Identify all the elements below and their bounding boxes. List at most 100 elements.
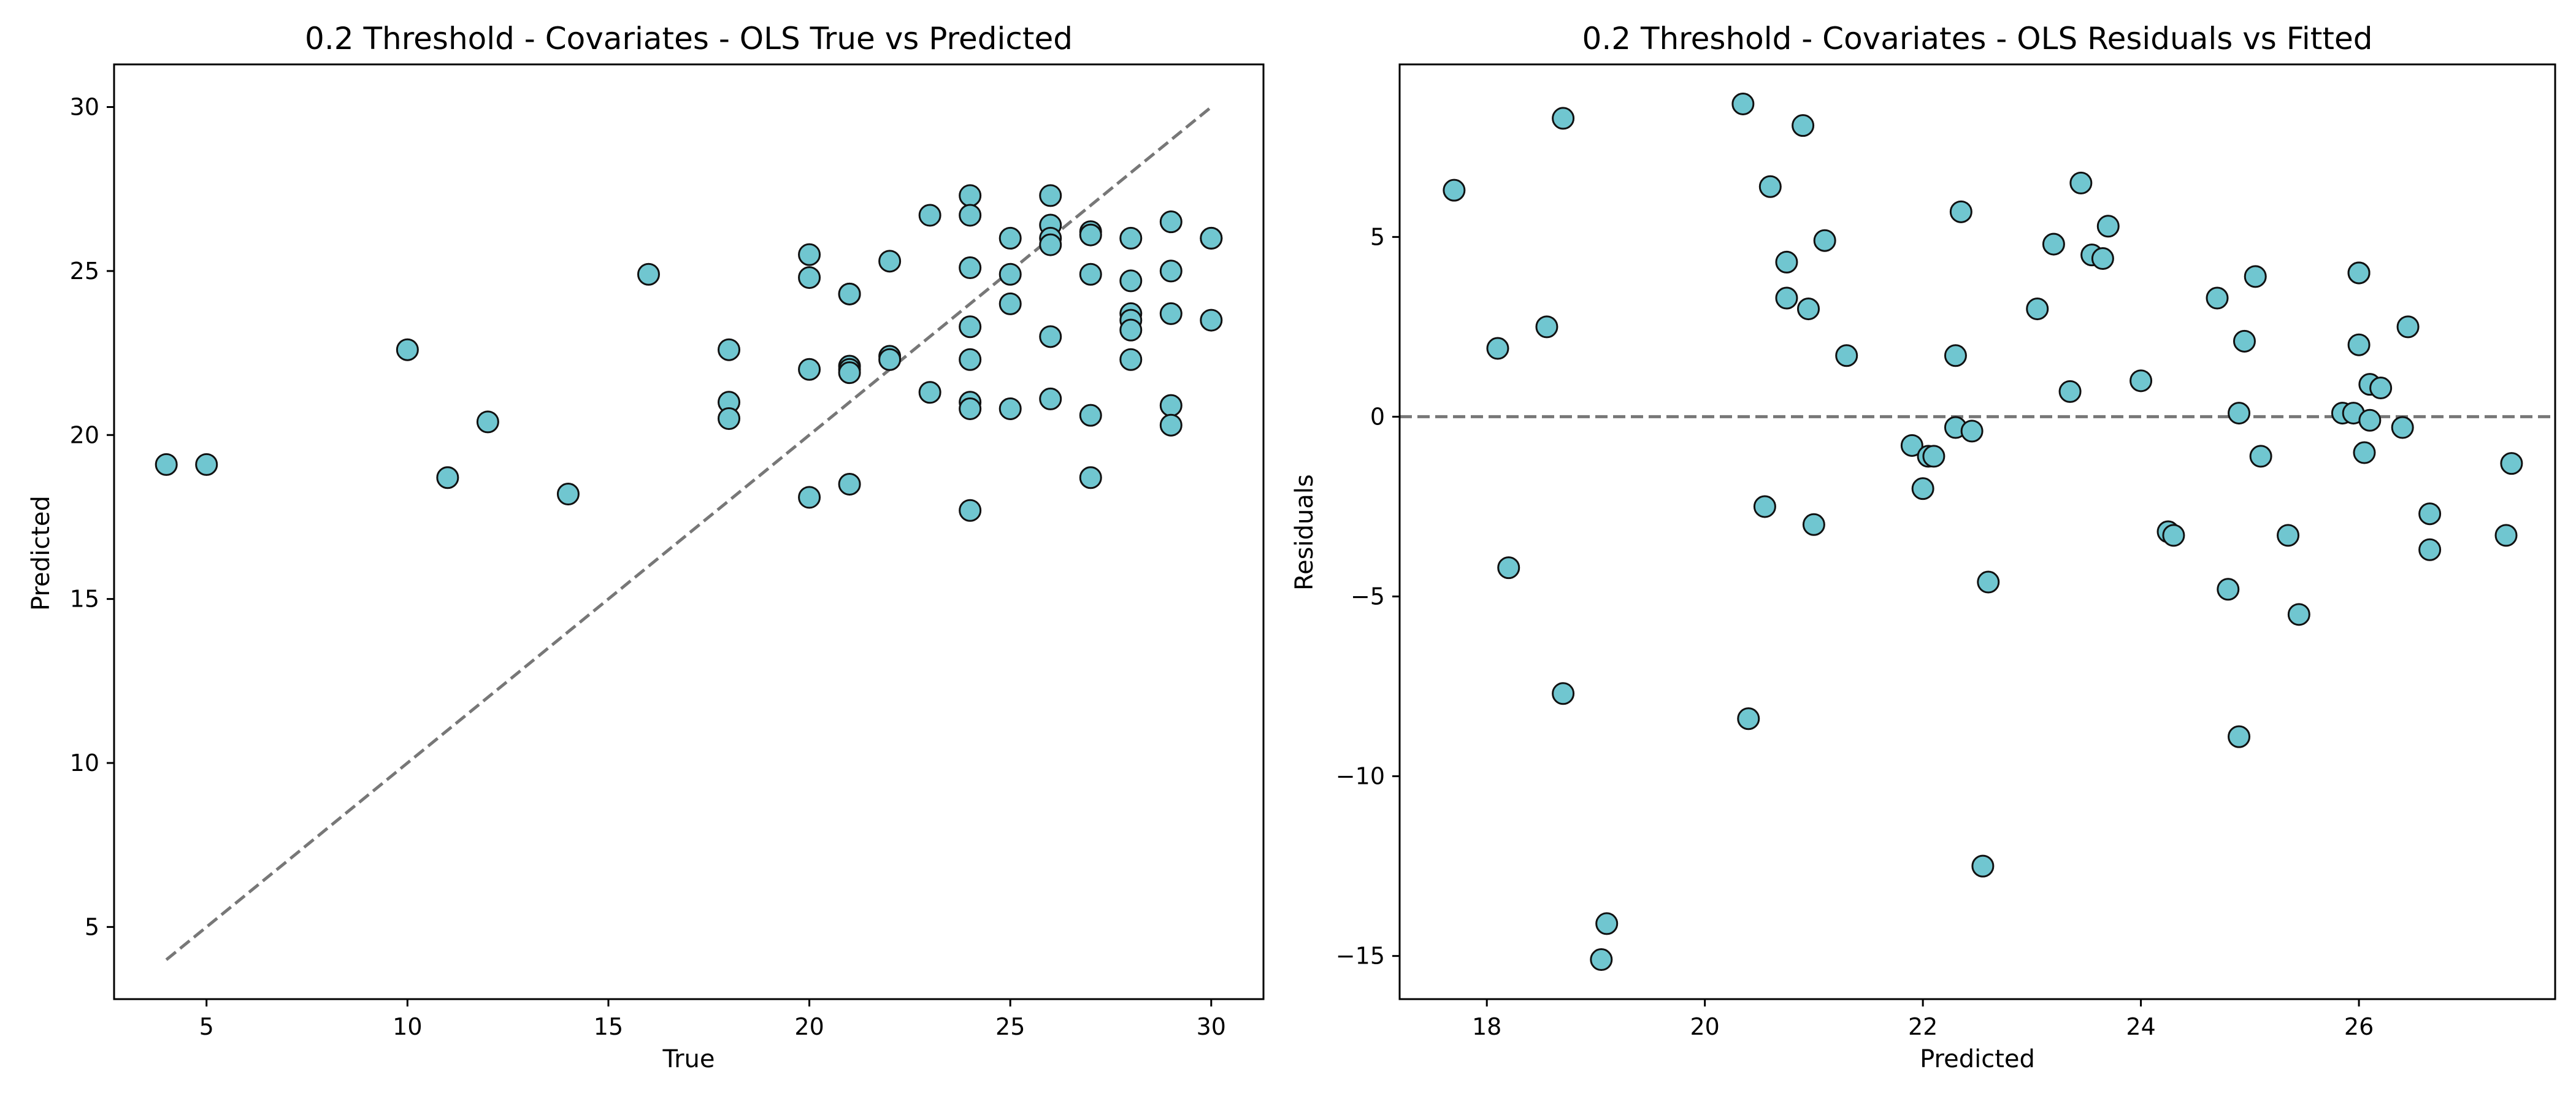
chart-title: 0.2 Threshold - Covariates - OLS True vs… bbox=[305, 21, 1073, 56]
data-point bbox=[2091, 247, 2114, 270]
x-tick-label: 10 bbox=[393, 1013, 422, 1040]
data-point bbox=[556, 483, 580, 506]
identity-line bbox=[165, 105, 1213, 961]
data-point bbox=[1911, 477, 1934, 500]
data-point bbox=[1949, 200, 1972, 223]
data-point bbox=[1595, 912, 1619, 935]
data-point bbox=[2228, 725, 2251, 748]
data-point bbox=[1552, 682, 1575, 705]
x-tick-label: 26 bbox=[2344, 1013, 2374, 1040]
x-tick-label: 22 bbox=[1908, 1013, 1938, 1040]
y-tick-label: −10 bbox=[1336, 763, 1385, 790]
data-point bbox=[2277, 524, 2300, 547]
data-point bbox=[1159, 413, 1183, 437]
data-point bbox=[1922, 445, 1945, 468]
x-tick-label: 20 bbox=[794, 1013, 824, 1040]
data-point bbox=[1159, 259, 1183, 283]
data-point bbox=[1977, 570, 2000, 594]
data-point bbox=[2500, 452, 2523, 475]
scatter-points bbox=[1443, 92, 2523, 972]
y-tick-label: 30 bbox=[70, 94, 99, 121]
data-point bbox=[1731, 92, 1755, 115]
data-point bbox=[2358, 408, 2382, 432]
data-point bbox=[1971, 854, 1995, 878]
data-point bbox=[959, 184, 982, 207]
y-tick-label: 25 bbox=[70, 258, 99, 285]
data-point bbox=[1486, 337, 1509, 360]
data-point bbox=[1775, 286, 1798, 310]
x-tick-label: 15 bbox=[594, 1013, 623, 1040]
y-tick-label: −15 bbox=[1336, 943, 1385, 970]
data-point bbox=[959, 397, 982, 420]
data-point bbox=[1079, 223, 1102, 247]
data-point bbox=[1200, 309, 1223, 332]
data-point bbox=[1758, 175, 1782, 198]
y-tick-label: 15 bbox=[70, 586, 99, 613]
y-tick-label: −5 bbox=[1351, 583, 1385, 610]
data-point bbox=[999, 263, 1022, 286]
data-point bbox=[1497, 556, 1520, 580]
data-point bbox=[959, 499, 982, 522]
data-point bbox=[1079, 404, 1102, 427]
data-point bbox=[2026, 297, 2049, 321]
data-point bbox=[1813, 229, 1836, 252]
x-tick-label: 18 bbox=[1472, 1013, 1501, 1040]
x-tick-label: 20 bbox=[1690, 1013, 1719, 1040]
data-point bbox=[798, 486, 821, 509]
data-point bbox=[1552, 107, 1575, 130]
y-axis-label: Residuals bbox=[1290, 474, 1319, 591]
data-point bbox=[959, 204, 982, 227]
data-point bbox=[2244, 265, 2267, 288]
data-point bbox=[718, 407, 741, 431]
data-point bbox=[1119, 269, 1143, 293]
data-point bbox=[1119, 318, 1143, 342]
data-point bbox=[1119, 226, 1143, 250]
x-axis-label: True bbox=[662, 1045, 715, 1073]
data-point bbox=[1039, 325, 1062, 348]
residuals-vs-fitted-panel: 0.2 Threshold - Covariates - OLS Residua… bbox=[1290, 21, 2556, 1073]
x-tick-label: 5 bbox=[199, 1013, 214, 1040]
data-point bbox=[1792, 114, 1815, 137]
data-point bbox=[2249, 445, 2272, 468]
data-point bbox=[1159, 210, 1183, 234]
data-point bbox=[1944, 344, 1967, 367]
plot-area bbox=[113, 63, 1265, 1000]
y-tick-label: 5 bbox=[1370, 223, 1385, 250]
x-axis-label: Predicted bbox=[1920, 1045, 2035, 1073]
x-tick-label: 24 bbox=[2126, 1013, 2155, 1040]
data-point bbox=[838, 361, 861, 385]
data-point bbox=[2418, 538, 2442, 561]
data-point bbox=[798, 266, 821, 289]
data-point bbox=[2162, 524, 2185, 547]
data-point bbox=[155, 453, 178, 476]
data-point bbox=[2129, 369, 2153, 393]
data-point bbox=[2347, 333, 2371, 356]
data-point bbox=[1802, 513, 1825, 536]
axis-ticks: 18 20 22 24 26 −15 −10 −5 0 5 bbox=[1336, 223, 2374, 1040]
data-point bbox=[959, 315, 982, 339]
x-tick-label: 30 bbox=[1197, 1013, 1226, 1040]
data-point bbox=[1443, 178, 1466, 202]
data-point bbox=[2287, 603, 2310, 626]
data-point bbox=[2233, 329, 2256, 353]
chart-title: 0.2 Threshold - Covariates - OLS Residua… bbox=[1582, 21, 2373, 56]
data-point bbox=[1159, 394, 1183, 417]
data-point bbox=[999, 226, 1022, 250]
y-tick-label: 0 bbox=[1370, 403, 1385, 430]
data-point bbox=[918, 381, 941, 404]
data-point bbox=[1775, 250, 1798, 274]
data-point bbox=[2228, 402, 2251, 425]
data-point bbox=[2396, 315, 2420, 339]
true-vs-predicted-panel: 0.2 Threshold - Covariates - OLS True vs… bbox=[27, 21, 1265, 1073]
data-point bbox=[1039, 233, 1062, 256]
data-point bbox=[1119, 348, 1143, 371]
data-point bbox=[436, 466, 459, 489]
scatter-points bbox=[155, 184, 1223, 522]
data-point bbox=[999, 292, 1022, 315]
data-point bbox=[195, 453, 218, 476]
y-tick-label: 10 bbox=[70, 749, 99, 776]
axis-ticks: 5 10 15 20 25 30 5 10 15 20 25 30 bbox=[70, 94, 1226, 1040]
data-point bbox=[878, 348, 902, 371]
data-point bbox=[1797, 297, 1820, 321]
